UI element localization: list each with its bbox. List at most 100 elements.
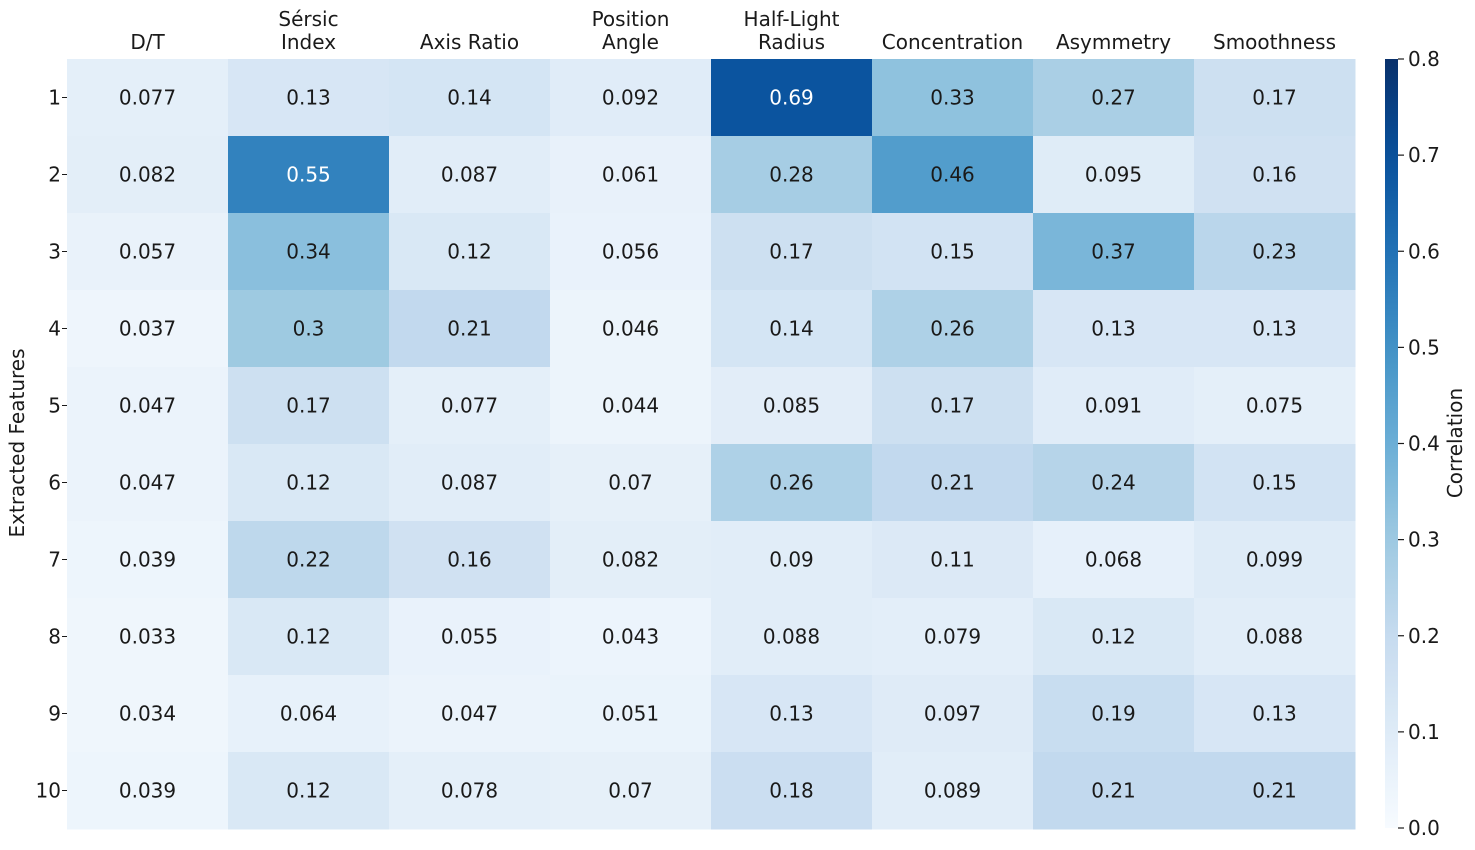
colorbar-tick-label: 0.5 [1408, 335, 1440, 359]
heatmap-cell [1033, 521, 1195, 599]
heatmap-cell [389, 444, 551, 522]
row-label: 5 [48, 394, 61, 418]
heatmap-cell [872, 752, 1034, 830]
heatmap-cell [872, 59, 1034, 137]
heatmap-cell [872, 598, 1034, 676]
heatmap-cell [550, 213, 712, 291]
row-label: 9 [48, 702, 61, 726]
heatmap-cell [550, 521, 712, 599]
colorbar-tick-label: 0.4 [1408, 432, 1440, 456]
cell-value-label: 0.15 [930, 240, 975, 264]
column-label: D/T [130, 30, 165, 54]
cell-value-label: 0.12 [286, 625, 331, 649]
cell-value-label: 0.068 [1085, 548, 1142, 572]
cell-value-label: 0.16 [447, 548, 492, 572]
cell-value-label: 0.17 [286, 394, 331, 418]
row-label: 10 [36, 779, 61, 803]
heatmap-cell [228, 59, 390, 137]
heatmap-cell [389, 675, 551, 753]
heatmap-cell [872, 290, 1034, 368]
cell-value-label: 0.078 [441, 779, 498, 803]
colorbar-tick-label: 0.2 [1408, 624, 1440, 648]
cell-value-label: 0.034 [119, 702, 176, 726]
heatmap-cell [872, 136, 1034, 214]
heatmap-cell [67, 521, 229, 599]
cell-value-label: 0.33 [930, 86, 975, 110]
cell-value-label: 0.12 [1091, 625, 1136, 649]
cell-value-label: 0.039 [119, 779, 176, 803]
cell-value-label: 0.056 [602, 240, 659, 264]
cell-value-label: 0.13 [1252, 317, 1297, 341]
cell-value-label: 0.099 [1246, 548, 1303, 572]
colorbar-tick-label: 0.8 [1408, 47, 1440, 71]
heatmap-cell [1194, 444, 1356, 522]
heatmap-cell [228, 521, 390, 599]
cell-value-label: 0.28 [769, 163, 814, 187]
heatmap-cell [872, 444, 1034, 522]
cell-value-label: 0.077 [119, 86, 176, 110]
heatmap-cell [711, 521, 873, 599]
heatmap-cell [389, 136, 551, 214]
heatmap-cell [1033, 598, 1195, 676]
cell-value-label: 0.21 [1252, 779, 1297, 803]
colorbar-label: Correlation [1443, 388, 1467, 498]
heatmap-cell [1194, 213, 1356, 291]
heatmap-cell [711, 290, 873, 368]
heatmap-cell [711, 213, 873, 291]
cell-value-label: 0.13 [286, 86, 331, 110]
cell-value-label: 0.087 [441, 471, 498, 495]
heatmap-cell [67, 213, 229, 291]
heatmap-cell [1194, 521, 1356, 599]
heatmap-cell [550, 752, 712, 830]
heatmap-cell [389, 367, 551, 445]
heatmap-cell [550, 598, 712, 676]
heatmap-cell [67, 675, 229, 753]
cell-value-label: 0.12 [286, 779, 331, 803]
colorbar-tick-label: 0.0 [1408, 816, 1440, 840]
heatmap-cell [1033, 213, 1195, 291]
cell-value-label: 0.18 [769, 779, 814, 803]
cell-value-label: 0.088 [763, 625, 820, 649]
heatmap-cell [711, 136, 873, 214]
heatmap-cell [1033, 136, 1195, 214]
heatmap-cell [228, 136, 390, 214]
column-label: Half-Light [744, 7, 840, 31]
heatmap-cell [228, 444, 390, 522]
heatmap-cell [67, 290, 229, 368]
cell-value-label: 0.047 [119, 394, 176, 418]
cell-value-label: 0.079 [924, 625, 981, 649]
heatmap-cell [67, 59, 229, 137]
cell-value-label: 0.082 [602, 548, 659, 572]
column-label: Radius [758, 30, 825, 54]
row-label: 6 [48, 471, 61, 495]
cell-value-label: 0.17 [930, 394, 975, 418]
cell-value-label: 0.089 [924, 779, 981, 803]
cell-value-label: 0.16 [1252, 163, 1297, 187]
cell-value-label: 0.3 [293, 317, 325, 341]
cell-value-label: 0.07 [608, 471, 653, 495]
row-labels: 1 2 3 4 5 6 7 8 9 10 [36, 86, 67, 803]
column-label: Asymmetry [1056, 30, 1171, 54]
cell-value-label: 0.033 [119, 625, 176, 649]
cell-value-label: 0.17 [769, 240, 814, 264]
cell-value-label: 0.075 [1246, 394, 1303, 418]
row-label: 7 [48, 548, 61, 572]
cell-value-label: 0.37 [1091, 240, 1136, 264]
y-axis-label: Extracted Features [5, 349, 29, 538]
cell-value-label: 0.24 [1091, 471, 1136, 495]
heatmap-cell [711, 675, 873, 753]
heatmap-cell [389, 59, 551, 137]
cell-value-label: 0.26 [930, 317, 975, 341]
heatmap-cells: 0.077 0.13 0.14 0.092 0.69 0.33 0.27 0.17 0.082 0… [67, 59, 1356, 830]
row-label: 2 [48, 163, 61, 187]
colorbar-tick-label: 0.6 [1408, 239, 1440, 263]
cell-value-label: 0.057 [119, 240, 176, 264]
cell-value-label: 0.15 [1252, 471, 1297, 495]
cell-value-label: 0.085 [763, 394, 820, 418]
cell-value-label: 0.061 [602, 163, 659, 187]
heatmap-cell [1194, 752, 1356, 830]
cell-value-label: 0.23 [1252, 240, 1297, 264]
heatmap-cell [872, 213, 1034, 291]
cell-value-label: 0.69 [769, 86, 814, 110]
cell-value-label: 0.051 [602, 702, 659, 726]
